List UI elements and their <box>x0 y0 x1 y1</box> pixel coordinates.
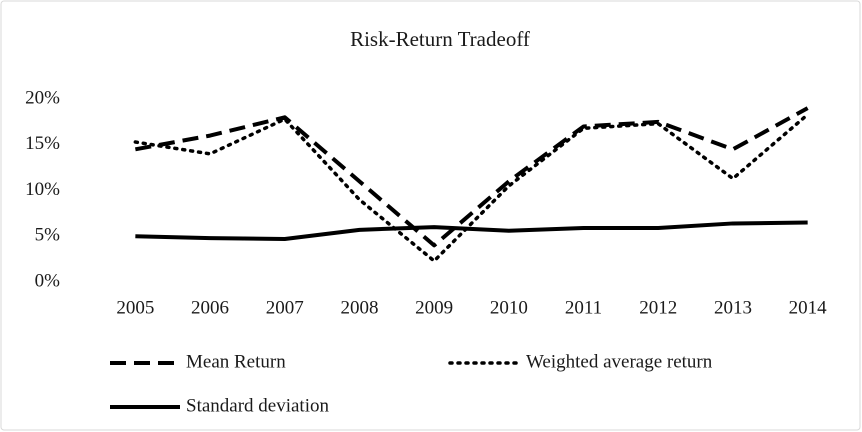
chart-title: Risk-Return Tradeoff <box>350 27 530 51</box>
y-tick-label: 15% <box>25 133 60 154</box>
legend-label: Mean Return <box>186 351 286 372</box>
x-tick-label: 2007 <box>266 297 304 318</box>
x-tick-label: 2006 <box>191 297 229 318</box>
y-tick-label: 20% <box>25 87 60 108</box>
data-line <box>133 112 810 263</box>
x-tick-label: 2008 <box>340 297 378 318</box>
legend-label: Weighted average return <box>526 351 713 372</box>
x-tick-label: 2014 <box>789 297 828 318</box>
data-line <box>135 220 808 241</box>
y-tick-label: 5% <box>35 225 61 246</box>
y-tick-label: 0% <box>35 270 61 291</box>
y-tick-label: 10% <box>25 179 60 200</box>
x-tick-label: 2013 <box>714 297 752 318</box>
data-line <box>134 106 809 248</box>
x-tick-label: 2010 <box>490 297 528 318</box>
x-tick-label: 2011 <box>565 297 602 318</box>
x-tick-label: 2012 <box>639 297 677 318</box>
legend-label: Standard deviation <box>186 395 329 416</box>
x-tick-label: 2005 <box>116 297 154 318</box>
x-tick-label: 2009 <box>415 297 453 318</box>
